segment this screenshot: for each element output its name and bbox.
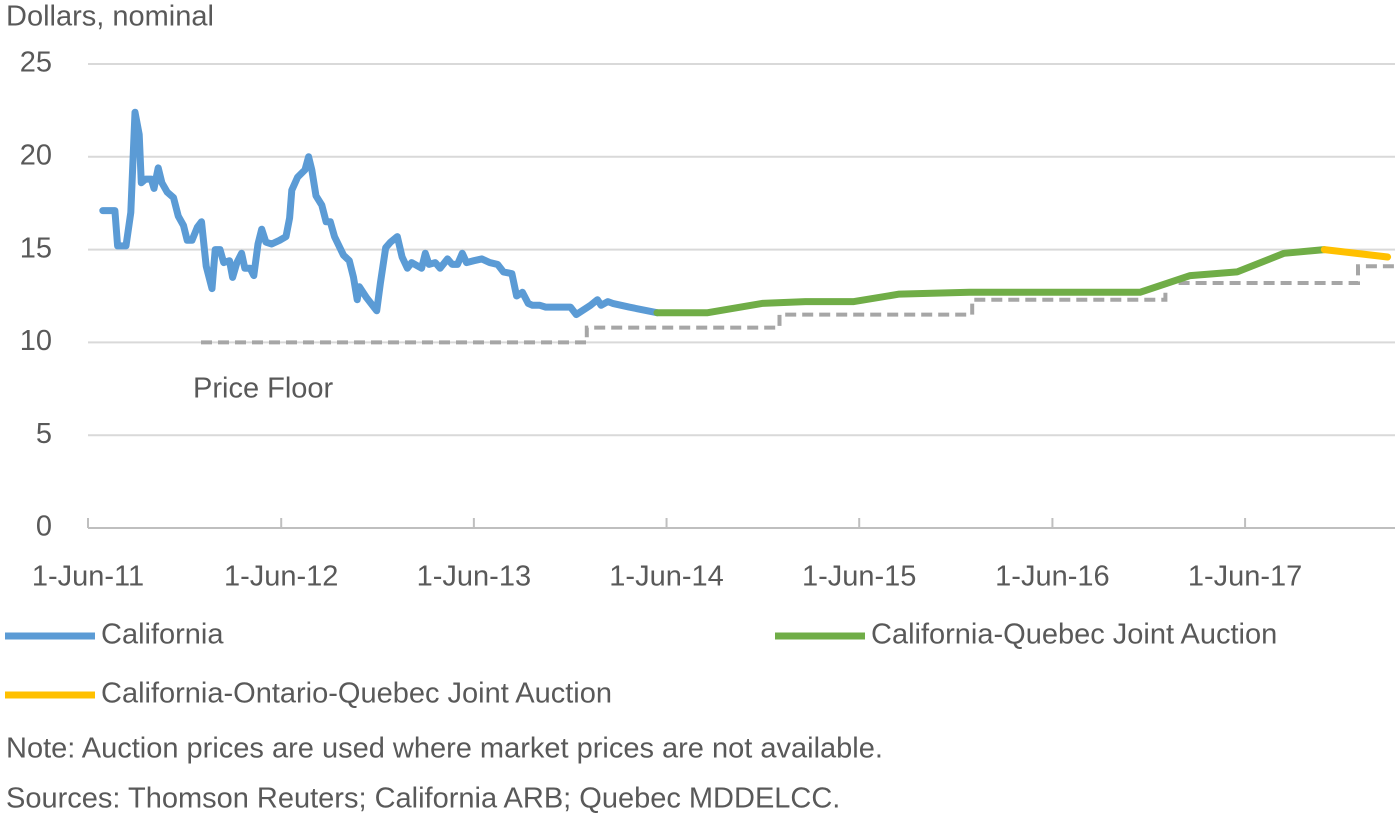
price-floor-label: Price Floor <box>193 373 334 405</box>
y-tick-label: 25 <box>20 47 52 79</box>
series-line <box>1320 246 1392 261</box>
x-tick-label: 1-Jun-13 <box>417 561 531 593</box>
y-tick-label: 10 <box>20 325 52 357</box>
note: Note: Auction prices are used where mark… <box>6 733 883 765</box>
x-tick-label: 1-Jun-11 <box>32 561 144 593</box>
x-tick-label: 1-Jun-14 <box>609 561 723 593</box>
y-axis-label: Dollars, nominal <box>6 1 214 33</box>
y-tick-label: 5 <box>36 418 52 450</box>
y-tick-label: 0 <box>36 511 52 543</box>
legend-label: California-Quebec Joint Auction <box>871 619 1277 651</box>
x-tick-label: 1-Jun-16 <box>995 561 1109 593</box>
x-tick-label: 1-Jun-15 <box>802 561 916 593</box>
x-tick-label: 1-Jun-17 <box>1188 561 1302 593</box>
price-floor-line <box>201 264 1395 345</box>
y-tick-label: 15 <box>20 232 52 264</box>
legend-label: California <box>101 619 224 651</box>
series-line <box>99 108 661 319</box>
legend-label: California-Ontario-Quebec Joint Auction <box>101 678 612 710</box>
note: Sources: Thomson Reuters; California ARB… <box>6 783 840 815</box>
series-line <box>653 246 1328 317</box>
x-tick-label: 1-Jun-12 <box>224 561 338 593</box>
y-tick-label: 20 <box>20 139 52 171</box>
